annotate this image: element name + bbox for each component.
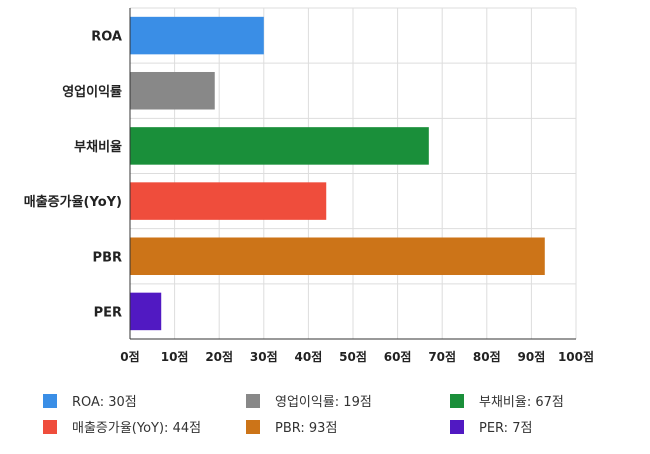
- x-tick-label: 90점: [518, 349, 546, 364]
- category-label: ROA: [91, 30, 122, 45]
- bar: [130, 237, 545, 276]
- legend-swatch: [450, 420, 464, 434]
- bar: [130, 71, 215, 110]
- category-label: 부채비율: [74, 139, 122, 155]
- x-tick-label: 50점: [339, 349, 367, 364]
- bar-layer: [130, 16, 545, 331]
- bar: [130, 127, 429, 165]
- grid-layer: [129, 7, 577, 340]
- x-tick-label: 0점: [120, 349, 139, 364]
- x-tick-label: 10점: [161, 349, 189, 364]
- x-tick-label: 40점: [295, 349, 323, 364]
- bar: [130, 292, 162, 331]
- x-tick-label: 80점: [473, 349, 501, 364]
- axis-layer: [129, 8, 576, 340]
- legend-label: 매출증가율(YoY): 44점: [72, 421, 201, 436]
- category-label: 영업이익률: [62, 84, 122, 100]
- category-label: 매출증가율(YoY): [24, 194, 122, 210]
- category-label: PER: [94, 305, 122, 320]
- category-label: PBR: [93, 250, 122, 265]
- legend-swatch: [43, 394, 57, 408]
- legend-label: ROA: 30점: [72, 395, 137, 410]
- x-tick-label: 20점: [205, 349, 233, 364]
- legend-label: 영업이익률: 19점: [275, 395, 372, 410]
- x-tick-label: 30점: [250, 349, 278, 364]
- legend-swatch: [43, 420, 57, 434]
- x-tick-label: 100점: [558, 349, 594, 364]
- bar: [130, 16, 264, 55]
- legend-swatch: [450, 394, 464, 408]
- legend-label: PBR: 93점: [275, 421, 337, 436]
- x-tick-label: 60점: [384, 349, 412, 364]
- legend-swatch: [246, 394, 260, 408]
- legend-label: 부채비율: 67점: [479, 395, 564, 410]
- legend-swatch: [246, 420, 260, 434]
- bar: [130, 182, 327, 220]
- x-tick-label-layer: 0점 10점 20점 30점 40점 50점 60점 70점 80점 90점 100점: [120, 349, 594, 364]
- x-tick-label: 70점: [428, 349, 456, 364]
- legend-label: PER: 7점: [479, 421, 532, 436]
